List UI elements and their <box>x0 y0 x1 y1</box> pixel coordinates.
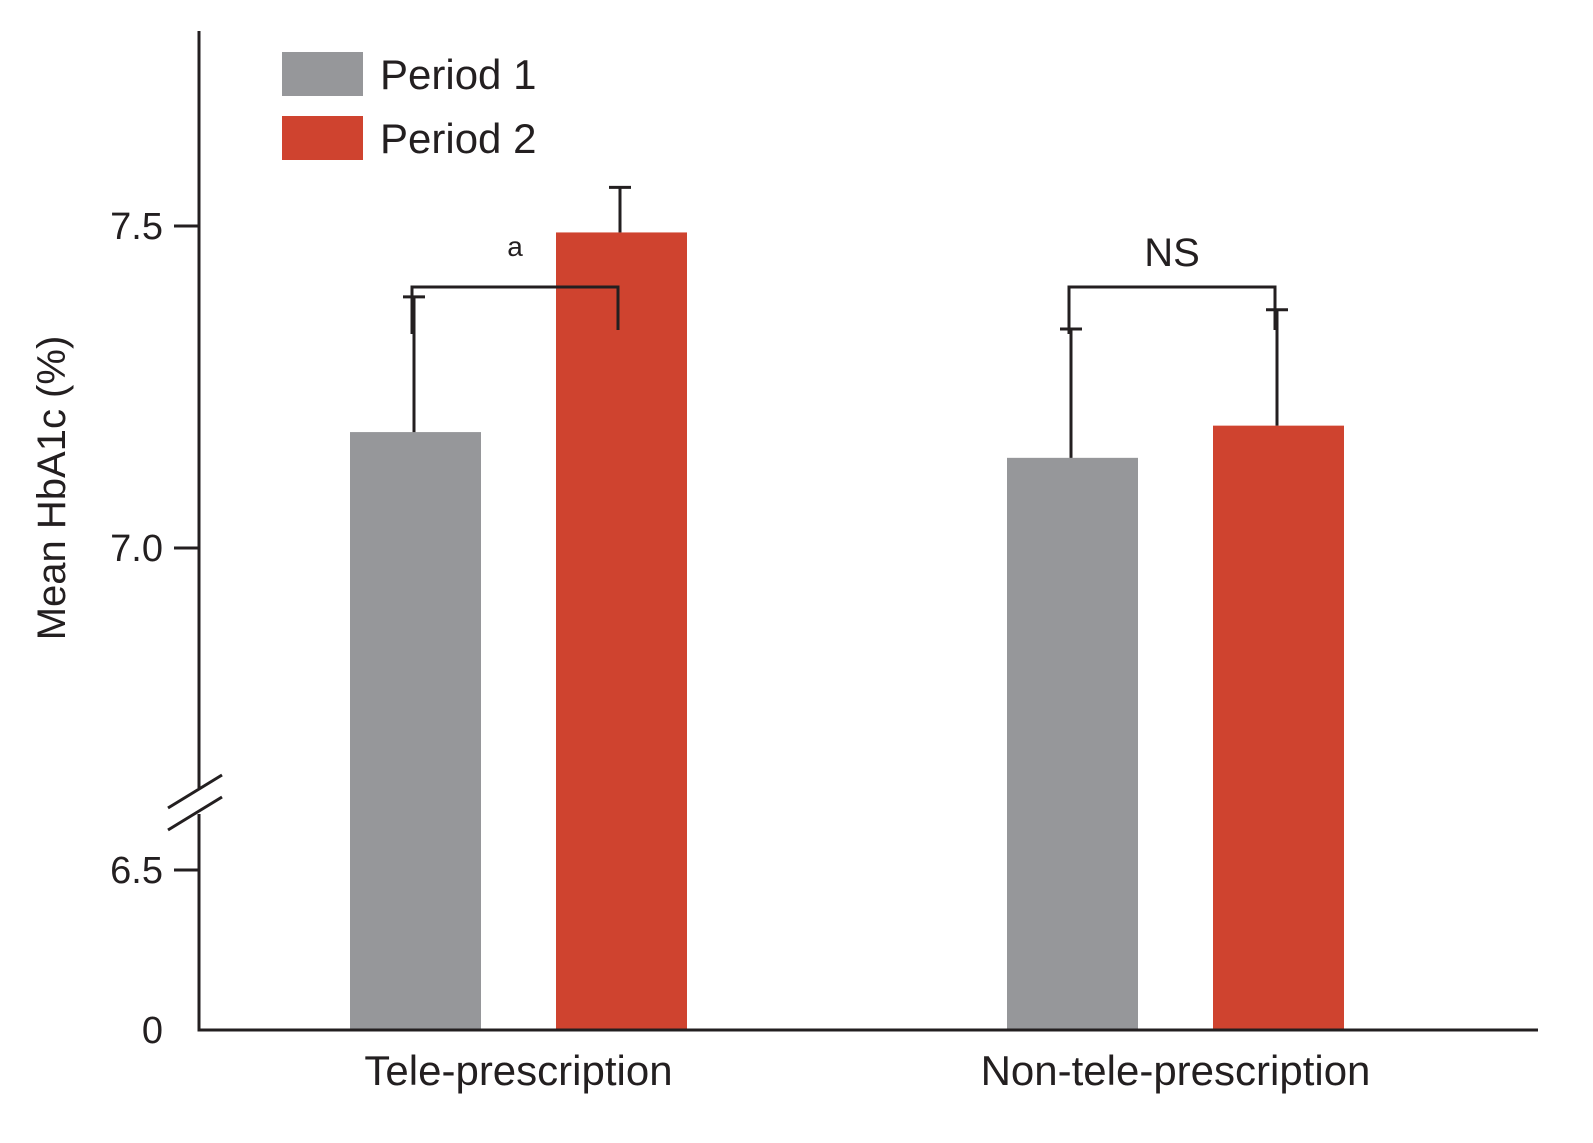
x-category-label-2: Non-tele-prescription <box>981 1047 1371 1094</box>
y-tick-label-3: 7.5 <box>110 206 163 248</box>
legend-swatch-1 <box>282 52 363 96</box>
significance-bracket-1 <box>410 285 620 334</box>
significance-label-1: a <box>507 231 523 262</box>
bar-1-2 <box>1007 457 1138 1031</box>
bar-2-1 <box>556 232 687 1030</box>
y-tick-label-6: 0 <box>142 1010 163 1052</box>
error-bars-layer <box>403 185 1288 458</box>
significance-bracket-2 <box>1067 285 1277 334</box>
x-category-label-1: Tele-prescription <box>364 1047 672 1094</box>
y-ticks-layer: 8.58.07.57.06.50 <box>110 206 199 1052</box>
axis-break-mark-1 <box>167 773 223 810</box>
axes-layer <box>167 31 1538 1032</box>
legend-label-1: Period 1 <box>380 51 536 98</box>
significance-brackets-layer: a NS <box>410 231 1277 334</box>
y-tick-label-5: 6.5 <box>110 850 163 892</box>
x-category-labels-layer: Tele-prescription Non-tele-prescription <box>364 1047 1370 1094</box>
y-axis-title: Mean HbA1c (%) <box>30 336 74 641</box>
bar-1-1 <box>350 432 481 1031</box>
legend-label-2: Period 2 <box>380 115 536 162</box>
legend-swatch-2 <box>282 116 363 160</box>
y-tick-label-4: 7.0 <box>110 528 163 570</box>
bar-2-2 <box>1213 425 1344 1030</box>
legend: Period 1 Period 2 <box>282 51 536 162</box>
axis-break-mark-2 <box>167 795 223 832</box>
significance-label-2: NS <box>1144 231 1200 275</box>
bars-layer <box>350 232 1344 1031</box>
